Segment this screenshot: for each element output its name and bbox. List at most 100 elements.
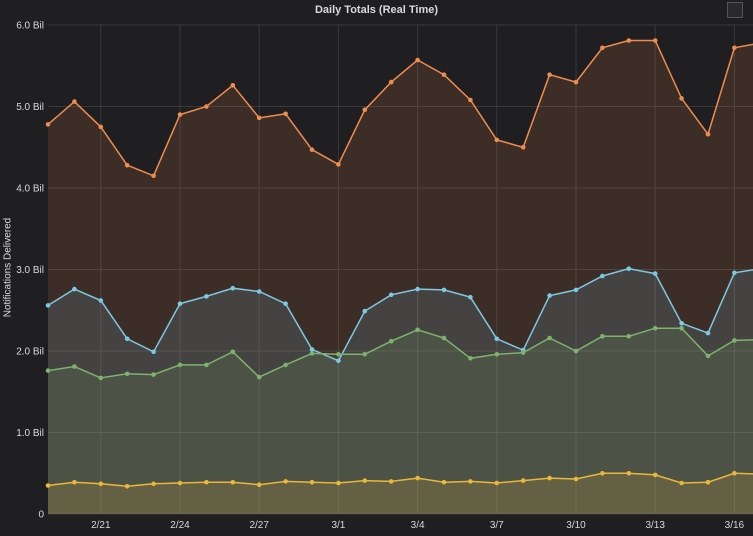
data-point — [151, 173, 156, 179]
data-point — [45, 483, 51, 488]
data-point — [732, 338, 737, 343]
data-point — [468, 356, 473, 361]
data-point — [151, 372, 156, 377]
data-point — [388, 338, 394, 344]
data-point — [98, 298, 104, 303]
data-point — [520, 350, 526, 355]
data-point — [230, 83, 236, 88]
data-point — [98, 481, 104, 487]
data-point — [679, 325, 684, 331]
data-point — [732, 270, 737, 276]
data-point — [124, 336, 130, 342]
x-tick-label: 2/27 — [249, 520, 269, 531]
y-tick-label: 6.0 Bil — [16, 21, 44, 32]
data-point — [204, 362, 209, 368]
data-point — [336, 162, 341, 167]
data-point — [177, 112, 183, 117]
data-point — [124, 371, 130, 377]
data-point — [283, 362, 288, 368]
data-point — [732, 471, 737, 476]
y-tick-label: 5.0 Bil — [16, 102, 44, 113]
data-point — [256, 374, 262, 380]
data-point — [573, 287, 579, 293]
data-point — [415, 57, 420, 63]
data-point — [547, 335, 552, 341]
data-point — [573, 79, 579, 85]
data-point — [494, 352, 500, 357]
data-point — [388, 479, 394, 484]
data-point — [494, 336, 500, 342]
data-point — [309, 147, 315, 152]
x-tick-label: 3/1 — [331, 520, 345, 531]
series-area — [48, 268, 753, 514]
series-area — [48, 328, 753, 514]
x-tick-label: 3/7 — [490, 520, 504, 531]
data-point — [362, 478, 368, 483]
data-point — [72, 364, 77, 369]
data-point — [151, 481, 156, 487]
data-point — [441, 479, 447, 485]
data-point — [388, 79, 394, 85]
data-point — [309, 479, 315, 485]
data-point — [468, 97, 473, 103]
series-area — [48, 473, 753, 514]
y-tick-label: 1.0 Bil — [16, 428, 44, 439]
data-point — [415, 286, 420, 292]
data-point — [283, 111, 288, 117]
data-point — [283, 479, 288, 484]
data-point — [177, 480, 183, 486]
data-point — [652, 472, 658, 478]
data-point — [705, 479, 711, 485]
y-tick-label: 3.0 Bil — [16, 265, 44, 276]
data-point — [600, 45, 605, 51]
data-point — [45, 122, 51, 127]
data-point — [388, 292, 394, 298]
data-point — [547, 72, 552, 77]
data-point — [362, 308, 368, 314]
data-point — [124, 162, 130, 168]
data-point — [520, 478, 526, 483]
data-point — [309, 351, 315, 356]
data-point — [362, 107, 368, 113]
data-point — [72, 99, 77, 104]
x-tick-label: 3/16 — [725, 520, 745, 531]
data-point — [124, 484, 130, 489]
data-point — [679, 96, 684, 101]
data-point — [177, 301, 183, 307]
data-point — [230, 285, 236, 291]
x-tick-label: 2/21 — [91, 520, 111, 531]
chart-title: Daily Totals (Real Time) — [314, 4, 439, 16]
data-point — [336, 358, 341, 364]
data-point — [732, 45, 737, 51]
ellipsis-icon[interactable] — [727, 2, 743, 18]
x-tick-label: 3/4 — [411, 520, 425, 531]
data-point — [441, 287, 447, 293]
data-point — [336, 480, 341, 486]
data-point — [468, 294, 473, 300]
data-point — [494, 480, 500, 486]
data-point — [72, 286, 77, 292]
data-point — [98, 124, 104, 130]
data-point — [204, 479, 209, 485]
data-point — [626, 334, 632, 339]
data-point — [72, 479, 77, 485]
data-point — [415, 327, 420, 333]
data-point — [573, 476, 579, 482]
data-point — [679, 321, 684, 326]
data-point — [45, 368, 51, 373]
data-point — [256, 115, 262, 121]
data-point — [600, 273, 605, 279]
data-point — [230, 349, 236, 355]
data-point — [600, 471, 605, 476]
data-point — [45, 303, 51, 308]
data-point — [705, 353, 711, 359]
data-point — [441, 72, 447, 77]
data-point — [547, 475, 552, 481]
data-point — [652, 325, 658, 331]
data-point — [520, 145, 526, 150]
data-point — [705, 330, 711, 336]
data-point — [652, 271, 658, 276]
data-point — [547, 293, 552, 298]
